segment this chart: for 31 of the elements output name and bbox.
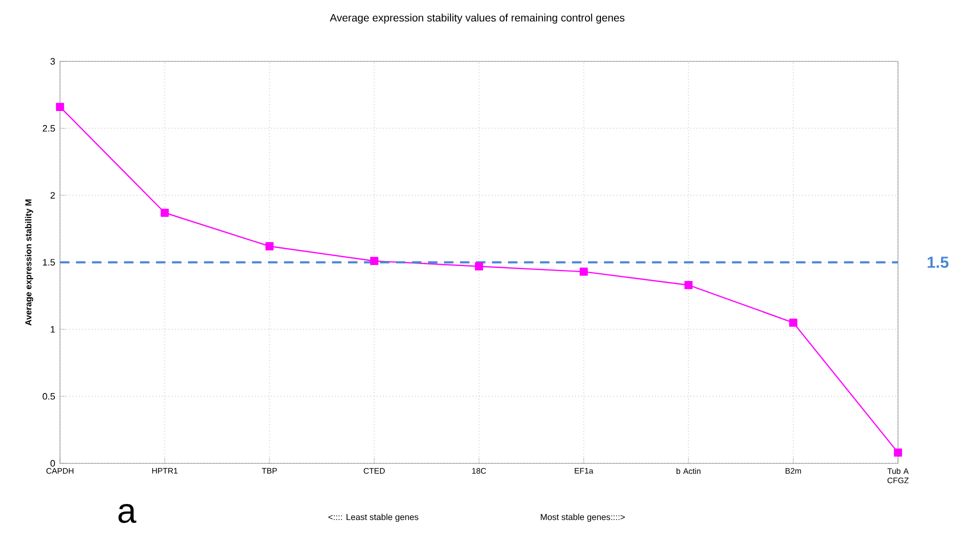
point bbox=[684, 280, 693, 290]
y-tick-label: 0.5 bbox=[42, 392, 55, 400]
point bbox=[789, 318, 798, 327]
text: Most stable genes::::> bbox=[540, 514, 625, 522]
y-tick-label: 1 bbox=[50, 326, 55, 332]
y-tick-label: 1.5 bbox=[43, 258, 55, 266]
text: <:::: Least stable genes bbox=[328, 514, 418, 522]
x-tick-label: Tub A CFGZ bbox=[887, 468, 909, 484]
x-tick-label: B2m bbox=[786, 468, 801, 474]
x-tick-label: HPTR1 bbox=[152, 468, 178, 474]
x-tick-label: CAPDH bbox=[46, 468, 74, 474]
point bbox=[894, 448, 902, 457]
point bbox=[580, 267, 588, 276]
y-tick-label: 0 bbox=[50, 460, 55, 466]
y-axis-title: Average expression stability M bbox=[25, 199, 34, 326]
ref-line-label: 1.5 bbox=[928, 256, 948, 268]
y-tick-label: 2.5 bbox=[42, 124, 55, 132]
x-tick-label: EF1a bbox=[574, 468, 594, 474]
point bbox=[56, 102, 64, 111]
chart-title: Average expression stability values of remaining control genes bbox=[330, 14, 624, 24]
text: a bbox=[118, 504, 136, 523]
y-tick-label: 2 bbox=[50, 192, 55, 198]
point bbox=[265, 242, 274, 250]
point bbox=[370, 256, 378, 265]
x-tick-label: TBP bbox=[262, 468, 277, 474]
x-tick-label: 18C bbox=[472, 468, 486, 474]
point bbox=[160, 208, 169, 217]
y-tick-label: 3 bbox=[50, 58, 55, 64]
x-tick-label: b Actin bbox=[676, 468, 700, 474]
x-tick-label: CTED bbox=[364, 468, 385, 474]
point bbox=[474, 262, 484, 270]
